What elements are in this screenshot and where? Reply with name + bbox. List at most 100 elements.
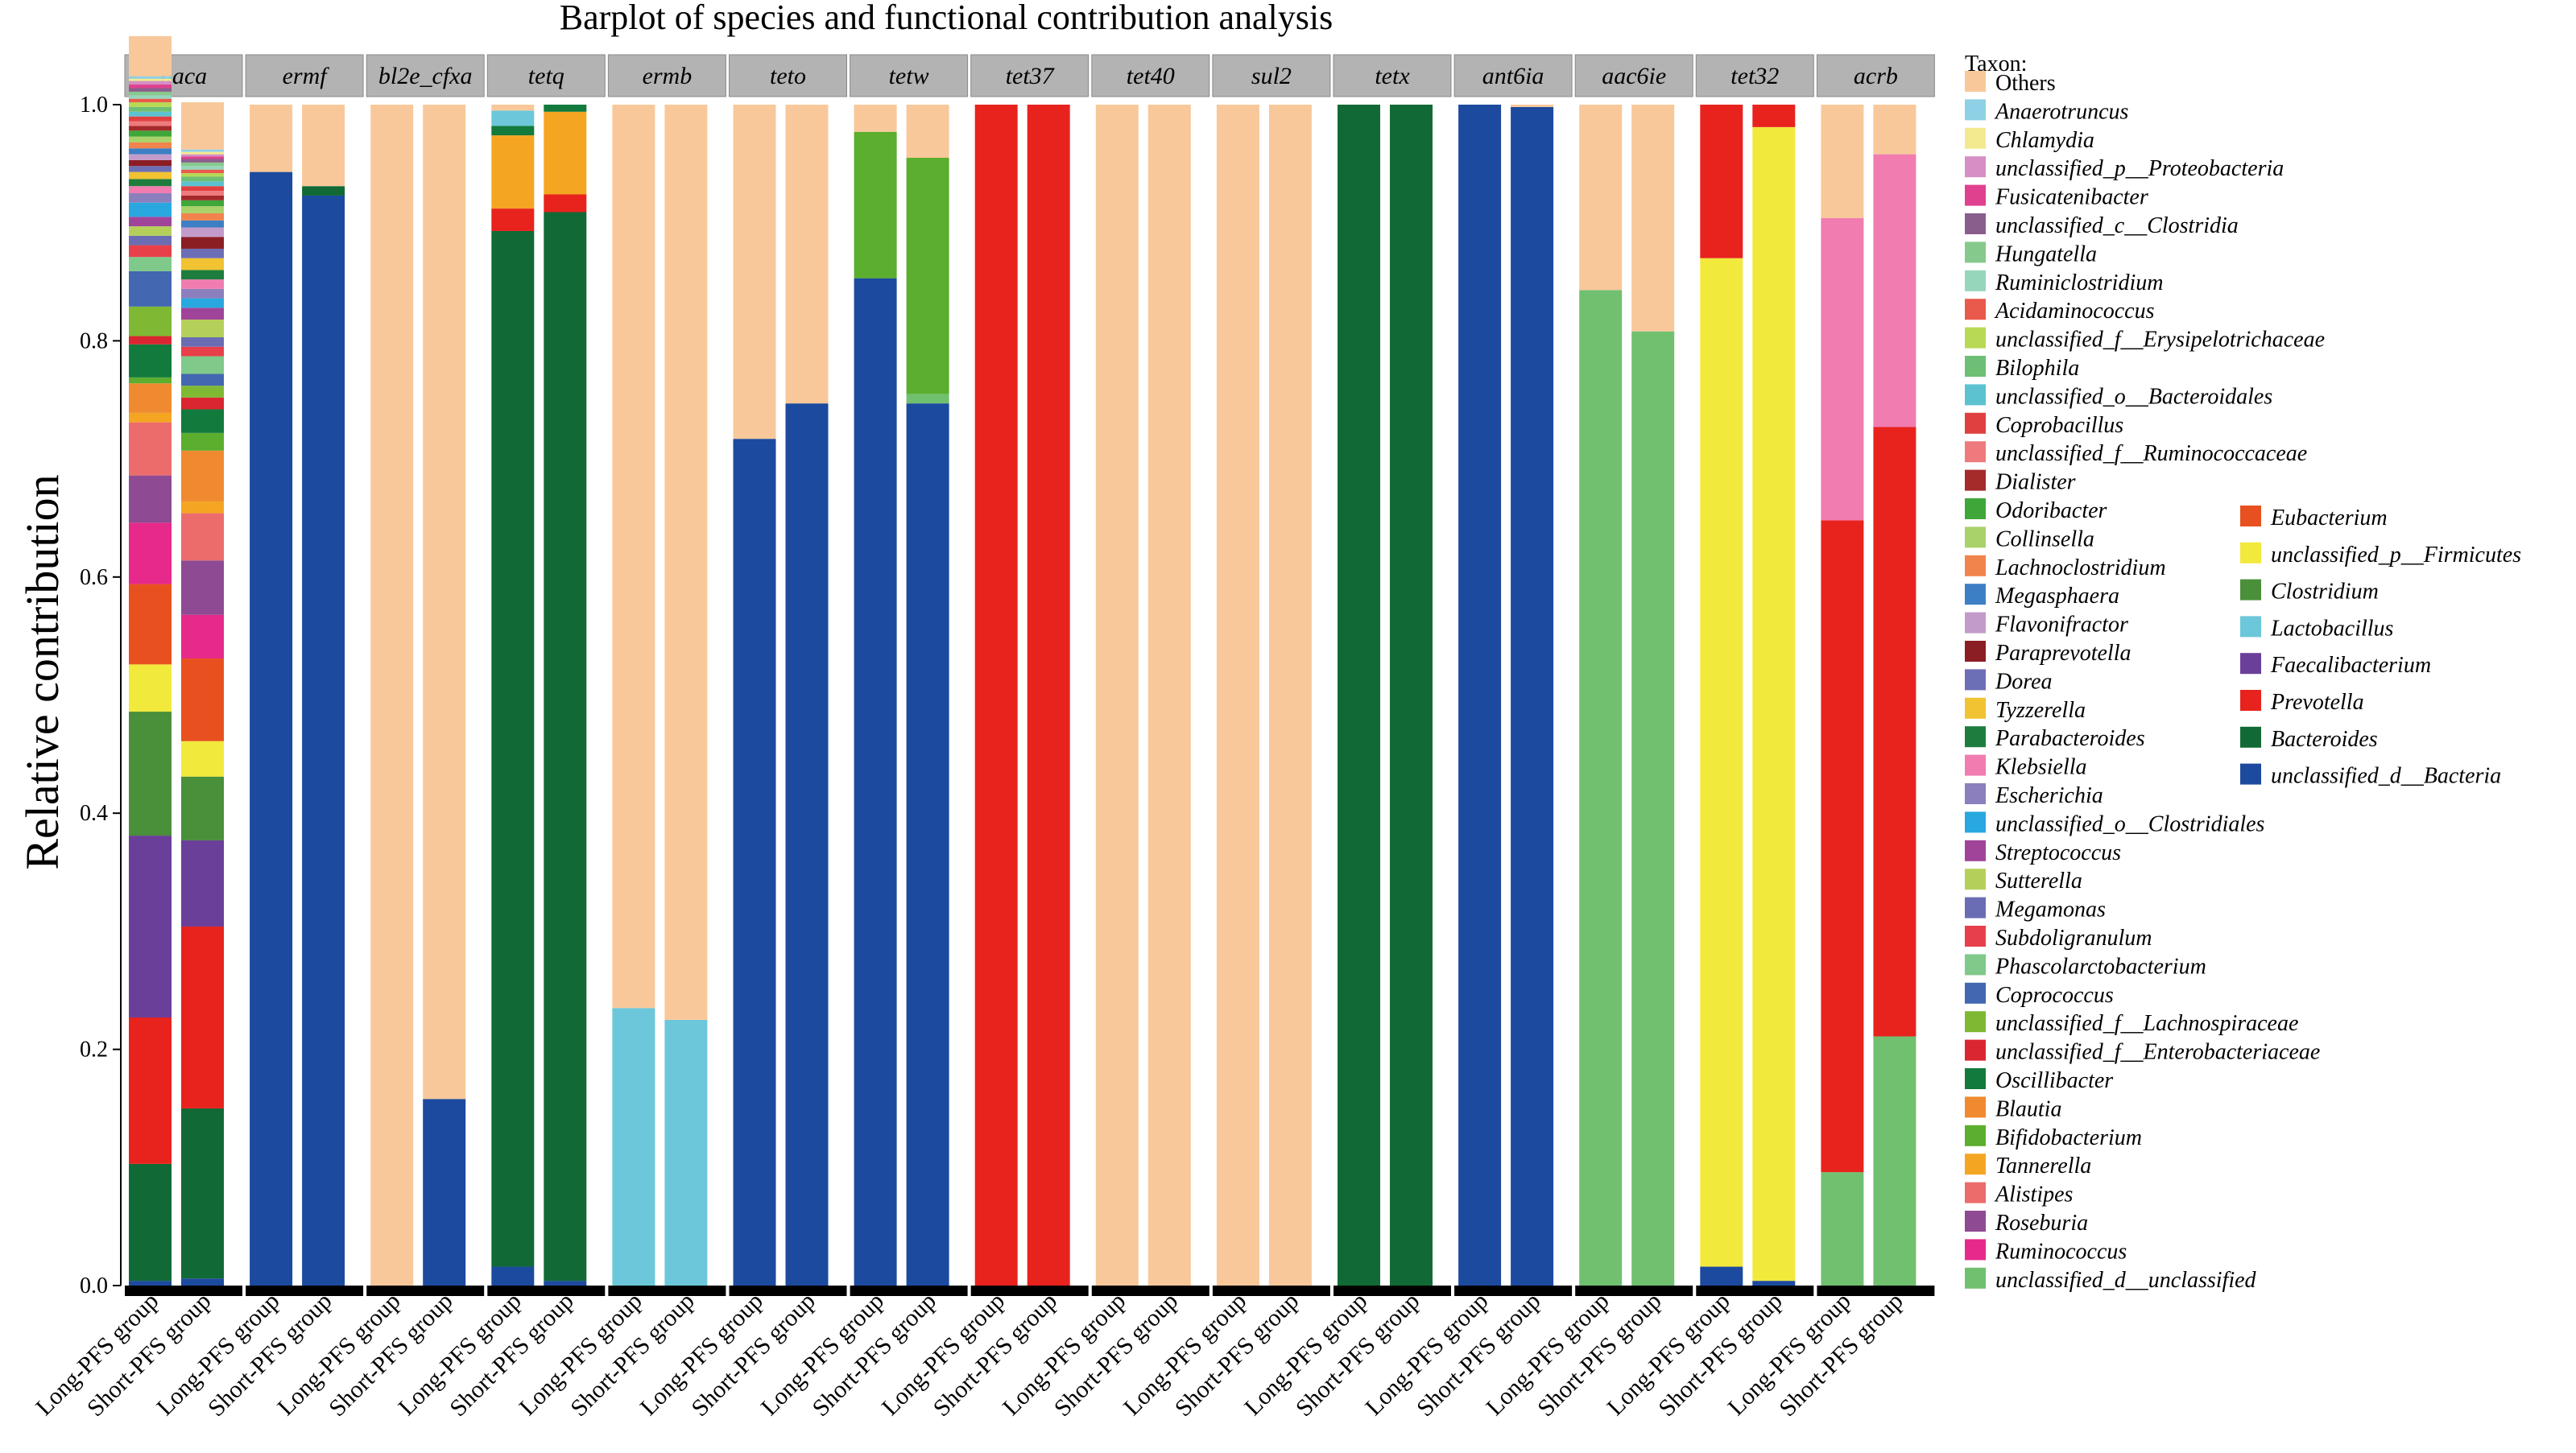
- legend-swatch: [2240, 542, 2261, 563]
- panel-label: teto: [770, 63, 806, 89]
- bar-segment: [129, 142, 172, 149]
- bar-segment: [181, 560, 224, 615]
- panel-strip: [729, 54, 847, 97]
- stacked-bar: [1338, 105, 1380, 1286]
- stacked-bar: [974, 105, 1018, 1286]
- bar-segment: [491, 1266, 535, 1286]
- legend-label: Acidaminococcus: [1994, 299, 2155, 324]
- legend-item: Sutterella: [1965, 869, 2082, 894]
- bar-segment: [906, 158, 949, 394]
- bar-segment: [129, 270, 172, 307]
- bar-segment: [491, 230, 535, 1267]
- bar-segment: [544, 111, 587, 195]
- bar-segment: [302, 105, 345, 187]
- bar-segment: [129, 226, 172, 236]
- bar-segment: [129, 130, 172, 137]
- bar-segment: [1700, 105, 1743, 258]
- legend-swatch: [1965, 697, 1986, 719]
- bar-segment: [1147, 105, 1191, 1286]
- legend-swatch: [1965, 1039, 1986, 1061]
- legend-item: Bacteroides: [2240, 726, 2378, 752]
- legend-item: Oscillibacter: [1965, 1068, 2113, 1093]
- bar-segment: [129, 95, 172, 99]
- legend-item: Coprobacillus: [1965, 412, 2123, 438]
- legend-item: Ruminiclostridium: [1965, 270, 2163, 295]
- legend-item: Eubacterium: [2240, 506, 2388, 530]
- legend-item: unclassified_o__Clostridiales: [1965, 811, 2265, 836]
- legend-label: unclassified_f__Ruminococcaceae: [1995, 441, 2307, 466]
- bar-segment: [129, 76, 172, 79]
- panel-label: tetq: [528, 63, 564, 89]
- bar-segment: [181, 258, 224, 270]
- bar-segment: [250, 171, 293, 1286]
- stacked-bar: [181, 102, 224, 1286]
- panel-label: bl2e_cfxa: [378, 63, 473, 89]
- legend-item: Megasphaera: [1965, 584, 2119, 609]
- legend-item: Klebsiella: [1965, 754, 2087, 780]
- legend-swatch: [1965, 811, 1986, 833]
- legend-item: Lachnoclostridium: [1965, 555, 2166, 580]
- bar-segment: [1631, 105, 1675, 332]
- legend-label: Coprobacillus: [1995, 413, 2123, 438]
- stacked-bar: [906, 105, 949, 1286]
- panel-strip: [366, 54, 485, 97]
- panel-strip: [1453, 54, 1573, 97]
- bar-segment: [129, 121, 172, 126]
- bar-segment: [906, 403, 949, 1286]
- legend-swatch: [1965, 1068, 1986, 1089]
- legend-swatch: [1965, 1011, 1986, 1033]
- legend-swatch: [1965, 1182, 1986, 1203]
- bar-segment: [181, 356, 224, 374]
- y-axis-ticks: 0.0 0.2 0.4 0.6 0.8 1.0: [80, 93, 121, 1298]
- legend-label: Dorea: [1995, 669, 2053, 694]
- bar-segment: [302, 195, 345, 1286]
- bar-segment: [129, 91, 172, 96]
- bar-segment: [1873, 105, 1916, 155]
- bar-segment: [1390, 105, 1433, 1286]
- bar-segment: [544, 194, 587, 213]
- legend-label: Lachnoclostridium: [1995, 555, 2166, 580]
- bar-segment: [1700, 258, 1743, 1267]
- panel-baseline: [1575, 1286, 1693, 1296]
- legend-label: Bacteroides: [2271, 727, 2378, 752]
- bar-segment: [1752, 126, 1796, 1282]
- bar-segment: [129, 88, 172, 92]
- bar-segment: [181, 154, 224, 157]
- legend-swatch: [1965, 1154, 1986, 1175]
- legend-label: unclassified_o__Bacteroidales: [1995, 384, 2272, 409]
- legend-label: Lactobacillus: [2270, 616, 2394, 641]
- bar-segment: [129, 836, 172, 1018]
- stacked-bar: [1579, 105, 1623, 1286]
- legend-swatch: [1965, 299, 1986, 320]
- bar-segment: [181, 288, 224, 299]
- bar-segment: [1027, 105, 1070, 1286]
- bar-segment: [181, 248, 224, 258]
- bar-segment: [854, 278, 897, 1286]
- stacked-bar: [1390, 105, 1433, 1286]
- legend-item: Faecalibacterium: [2240, 653, 2431, 678]
- stacked-bar: [1216, 105, 1259, 1286]
- panel-baseline: [1454, 1286, 1573, 1296]
- legend-swatch: [1965, 612, 1986, 634]
- y-axis-title: Relative contribution: [16, 474, 68, 869]
- legend-label: unclassified_f__Erysipelotrichaceae: [1995, 328, 2325, 353]
- legend-item: Bilophila: [1965, 356, 2079, 381]
- legend-item: Phascolarctobacterium: [1965, 954, 2206, 979]
- legend-label: Prevotella: [2270, 690, 2364, 715]
- legend-item: Tannerella: [1965, 1154, 2091, 1178]
- stacked-bar: [733, 105, 776, 1286]
- bar-segment: [129, 245, 172, 258]
- bar-segment: [1821, 105, 1864, 218]
- legend-label: Clostridium: [2271, 580, 2379, 605]
- panel-baseline: [850, 1286, 968, 1296]
- legend-item: Paraprevotella: [1965, 641, 2131, 666]
- bar-segment: [1821, 520, 1864, 1173]
- bar-segment: [1268, 105, 1312, 1286]
- legend-swatch: [2240, 579, 2261, 601]
- legend-swatch: [1965, 754, 1986, 776]
- legend-item: Collinsella: [1965, 526, 2094, 551]
- panel-baseline: [729, 1286, 847, 1296]
- panel-label: tet32: [1730, 63, 1779, 89]
